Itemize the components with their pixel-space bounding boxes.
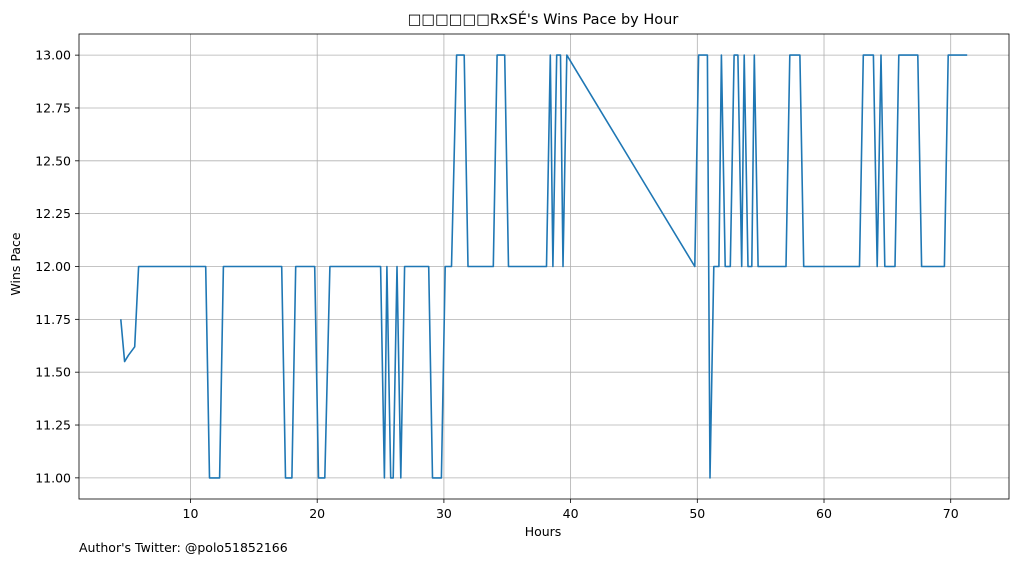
author-credit: Author's Twitter: @polo51852166 xyxy=(79,540,288,555)
x-axis-label: Hours xyxy=(525,524,562,539)
y-tick-label: 12.00 xyxy=(35,259,71,274)
y-axis-ticks: 11.00 11.25 11.50 11.75 12.00 12.25 12.50 12.75… xyxy=(35,48,79,485)
chart-title: □□□□□□RxSÉ's Wins Pace by Hour xyxy=(408,11,679,28)
y-axis-label: Wins Pace xyxy=(8,232,23,295)
y-tick-label: 11.25 xyxy=(35,418,71,433)
x-tick-label: 30 xyxy=(436,506,452,521)
x-tick-label: 40 xyxy=(563,506,579,521)
y-tick-label: 11.50 xyxy=(35,365,71,380)
x-tick-label: 20 xyxy=(309,506,325,521)
y-tick-label: 12.50 xyxy=(35,153,71,168)
y-tick-label: 11.75 xyxy=(35,312,71,327)
y-tick-label: 12.75 xyxy=(35,100,71,115)
y-tick-label: 13.00 xyxy=(35,48,71,63)
y-tick-label: 11.00 xyxy=(35,470,71,485)
y-tick-label: 12.25 xyxy=(35,206,71,221)
x-tick-label: 70 xyxy=(943,506,959,521)
series-line xyxy=(120,54,968,479)
x-tick-label: 50 xyxy=(689,506,705,521)
x-axis-ticks: 10 20 30 40 50 60 70 xyxy=(183,499,959,521)
x-tick-label: 10 xyxy=(183,506,199,521)
x-tick-label: 60 xyxy=(816,506,832,521)
